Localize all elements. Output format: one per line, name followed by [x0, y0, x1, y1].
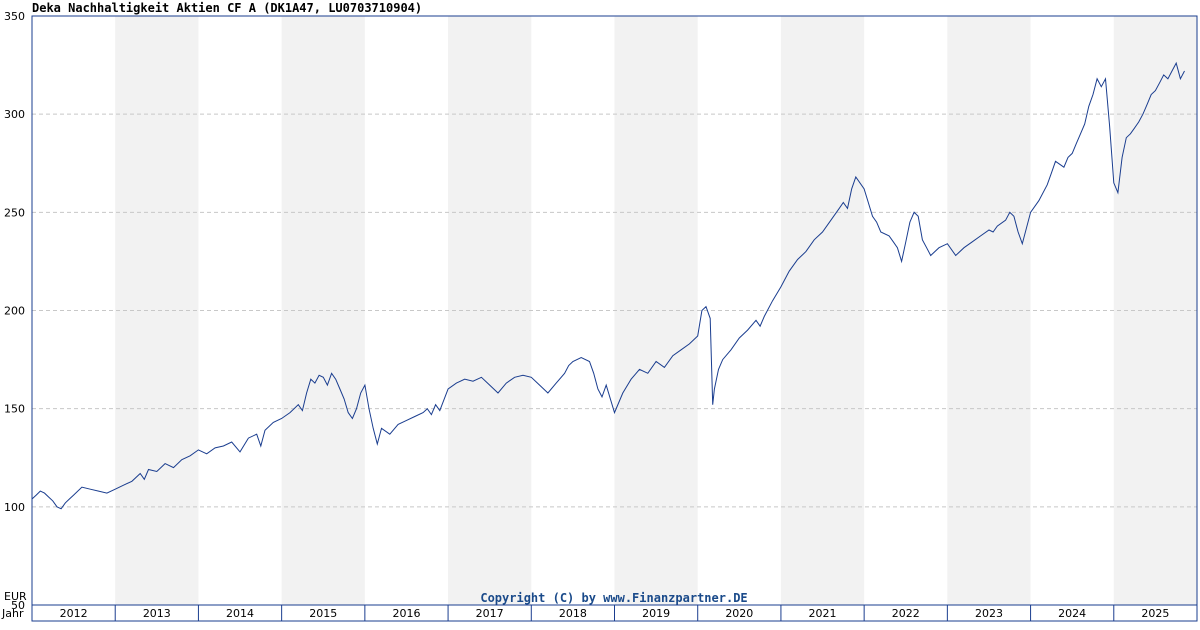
y-axis-unit: EUR [4, 590, 27, 603]
x-tick-label: 2020 [725, 607, 753, 620]
y-tick-label: 250 [4, 206, 25, 219]
y-tick-label: 300 [4, 108, 25, 121]
year-band [947, 16, 1031, 605]
x-tick-label: 2025 [1141, 607, 1169, 620]
x-tick-label: 2017 [476, 607, 504, 620]
y-tick-label: 200 [4, 305, 25, 318]
y-tick-label: 100 [4, 501, 25, 514]
x-tick-label: 2013 [143, 607, 171, 620]
x-axis-label: Jahr [1, 607, 24, 620]
x-tick-label: 2024 [1058, 607, 1086, 620]
y-tick-label: 350 [4, 10, 25, 23]
y-tick-label: 50 [11, 599, 25, 612]
x-tick-label: 2023 [975, 607, 1003, 620]
x-tick-label: 2015 [309, 607, 337, 620]
x-tick-label: 2021 [809, 607, 837, 620]
x-tick-label: 2022 [892, 607, 920, 620]
series-line [31, 61, 1185, 510]
x-tick-label: 2012 [60, 607, 88, 620]
y-tick-label: 150 [4, 403, 25, 416]
x-tick-label: 2014 [226, 607, 254, 620]
x-tick-label: 2016 [392, 607, 420, 620]
x-tick-label: 2019 [642, 607, 670, 620]
copyright-text: Copyright (C) by www.Finanzpartner.DE [480, 591, 747, 605]
x-tick-label: 2018 [559, 607, 587, 620]
year-band [780, 16, 865, 605]
chart-title: Deka Nachhaltigkeit Aktien CF A (DK1A47,… [32, 1, 422, 15]
y-axis-ticks: 50 100 150 200 250 300 350 [4, 10, 25, 612]
x-axis-years: 2012 2013 2014 2015 2016 2017 2018 2019 2020 2021… [31, 604, 1198, 622]
plot-frame [31, 15, 1198, 606]
year-band [115, 16, 199, 605]
